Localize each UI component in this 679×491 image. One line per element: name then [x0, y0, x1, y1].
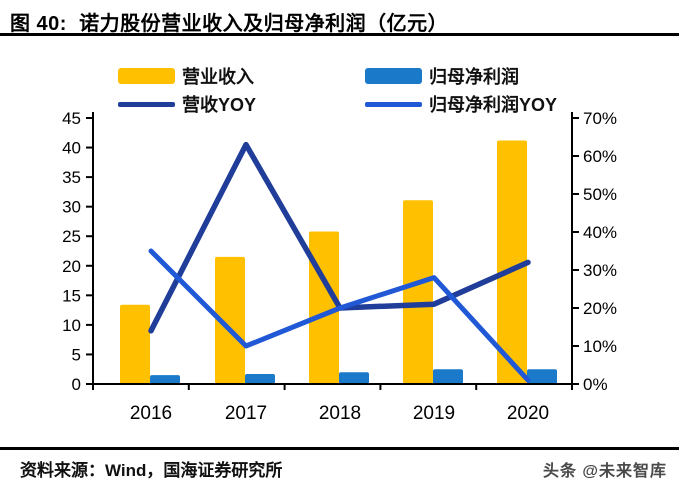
- x-axis-label-2019: 2019: [413, 403, 455, 424]
- legend-item-net-profit: 归母净利润: [365, 65, 519, 87]
- bar-net-profit-2020: [527, 369, 557, 384]
- legend-item-net-profit-yoy: 归母净利润YOY: [365, 93, 557, 115]
- line-revenue-yoy: [148, 141, 531, 334]
- line-net-profit-yoy: [148, 248, 531, 383]
- bar-net-profit-2019: [433, 369, 463, 384]
- x-axis-label-2016: 2016: [130, 403, 172, 424]
- legend-swatch-netprofit-yoy-line: [365, 101, 422, 107]
- legend-item-revenue-yoy: 营收YOY: [118, 93, 256, 115]
- y-axis-left-tick-label: 25: [62, 227, 81, 246]
- y-axis-left-tick-label: 45: [62, 109, 81, 128]
- y-axis-right-tick-label: 20%: [583, 299, 617, 318]
- x-axis-label-2017: 2017: [225, 403, 267, 424]
- bar-net-profit-2017: [245, 374, 275, 384]
- y-axis-left-tick-label: 10: [62, 316, 81, 335]
- bar-revenue-2019: [403, 200, 433, 384]
- y-axis-left-tick-label: 40: [62, 139, 81, 158]
- legend-label-net-profit-yoy: 归母净利润YOY: [429, 95, 558, 115]
- legend-label-net-profit: 归母净利润: [429, 67, 519, 87]
- figure-title: 图 40: 诺力股份营业收入及归母净利润（亿元）: [10, 13, 449, 35]
- figure-footer: 资料来源：Wind，国海证券研究所 头条 @未来智库: [0, 447, 679, 491]
- legend-label-revenue: 营业收入: [182, 67, 254, 87]
- y-axis-right-tick-label: 40%: [583, 223, 617, 242]
- bar-revenue-2020: [497, 140, 527, 384]
- bar-net-profit-2018: [339, 372, 369, 384]
- y-axis-left-tick-label: 5: [72, 345, 81, 364]
- y-axis-right-tick-label: 0%: [583, 375, 608, 394]
- y-axis-right-tick-label: 10%: [583, 337, 617, 356]
- x-axis-label-2020: 2020: [507, 403, 549, 424]
- y-axis-left-tick-label: 35: [62, 168, 81, 187]
- watermark-text: 头条 @未来智库: [542, 462, 667, 480]
- legend-swatch-revenue-yoy-line: [118, 101, 175, 107]
- source-text: 资料来源：Wind，国海证券研究所: [20, 461, 283, 480]
- figure-header: 图 40: 诺力股份营业收入及归母净利润（亿元）: [0, 0, 679, 36]
- bar-net-profit-2016: [150, 375, 180, 384]
- chart-canvas: 45 40 35 30 25 20 15 10 5 0 70% 60% 50% 40% 30% 20% 10% 0…: [62, 109, 617, 424]
- y-axis-left-tick-label: 15: [62, 286, 81, 305]
- x-axis-label-2018: 2018: [319, 403, 361, 424]
- y-axis-left-tick-label: 30: [62, 198, 81, 217]
- y-axis-right-tick-label: 50%: [583, 185, 617, 204]
- legend-item-revenue: 营业收入: [118, 65, 254, 87]
- legend-swatch-netprofit-bar: [365, 68, 422, 84]
- y-axis-right-tick-label: 30%: [583, 261, 617, 280]
- legend-label-revenue-yoy: 营收YOY: [182, 95, 257, 115]
- legend-swatch-revenue-bar: [118, 68, 175, 84]
- y-axis-right-tick-label: 70%: [583, 109, 617, 128]
- bar-revenue-2017: [215, 256, 245, 384]
- y-axis-left-tick-label: 0: [72, 375, 81, 394]
- bar-revenue-2016: [120, 304, 150, 384]
- y-axis-right-tick-label: 60%: [583, 147, 617, 166]
- y-axis-left-tick-label: 20: [62, 257, 81, 276]
